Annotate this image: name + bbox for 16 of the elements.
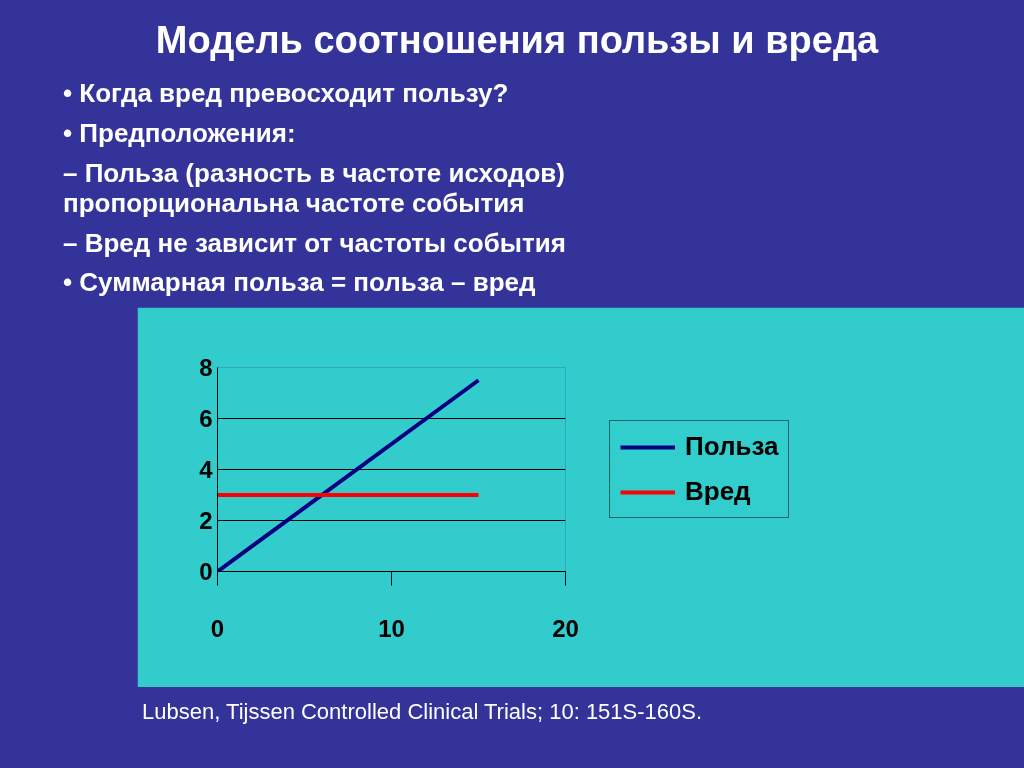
chart-title: Модель соотношения пользы и вреда — [155, 18, 879, 63]
text: – Вред не зависит от частоты события — [63, 227, 566, 259]
text: • Когда вред превосходит пользу? — [63, 78, 509, 109]
legend-label: Вред — [685, 476, 751, 508]
x-tick-label: 10 — [378, 614, 405, 642]
text: Lubsen, Tijssen Controlled Clinical Trials; 10: 151S-160S. — [142, 698, 703, 727]
y-tick-label: 8 — [199, 354, 213, 382]
x-tick-label: 20 — [552, 614, 579, 642]
text: • Суммарная польза = польза – вред — [63, 267, 536, 299]
y-tick-label: 6 — [199, 405, 213, 433]
y-tick-label: 2 — [199, 507, 213, 535]
legend-label: Польза — [685, 431, 779, 463]
text: • Предположения: — [63, 117, 296, 149]
text: – Польза (разность в частоте исходов) пропорциональна частоте события — [63, 157, 566, 219]
y-tick-label: 0 — [199, 558, 213, 586]
y-tick-label: 4 — [199, 456, 214, 484]
